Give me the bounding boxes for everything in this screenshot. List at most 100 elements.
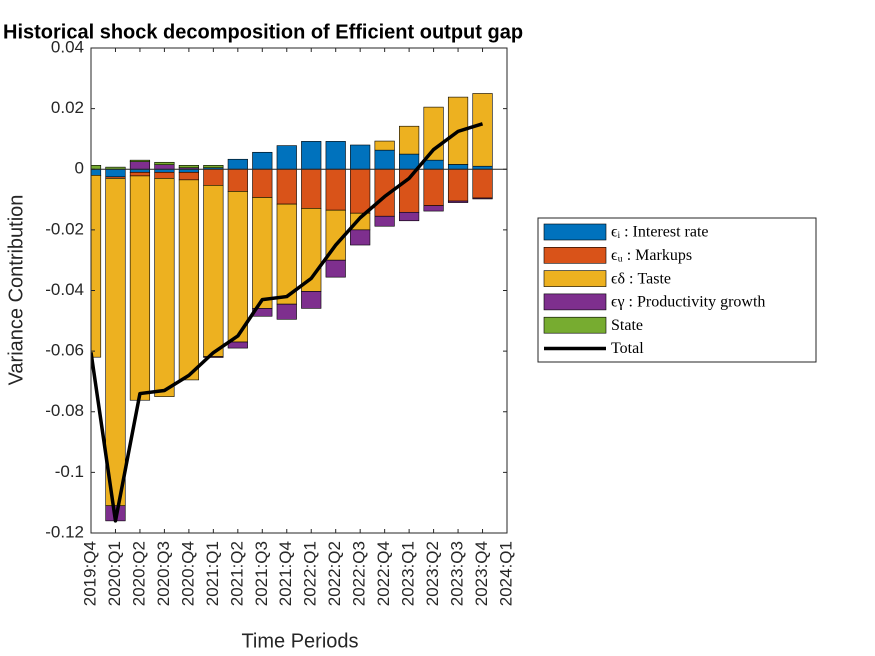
plot-layer <box>91 93 507 523</box>
bar-segment <box>276 203 297 305</box>
legend-label: State <box>611 317 643 334</box>
legend-label: Total <box>611 340 644 357</box>
bar-segment <box>203 168 224 186</box>
legend-swatch <box>543 270 607 287</box>
legend-swatch <box>543 293 607 311</box>
bar-segment <box>203 165 224 169</box>
legend-swatch <box>543 316 607 334</box>
bar-segment <box>154 161 175 166</box>
bar-segment <box>447 200 469 203</box>
x-tick-label: 2023:Q4 <box>472 541 491 606</box>
bar-segment <box>399 153 420 170</box>
bar-segment <box>178 179 199 381</box>
y-tick-label: 0 <box>75 159 84 178</box>
y-axis-label: Variance Contribution <box>5 195 27 386</box>
bar-segment <box>276 168 297 205</box>
x-tick-label: 2023:Q2 <box>423 541 442 606</box>
x-tick-label: 2021:Q3 <box>252 541 271 606</box>
bar-segment <box>399 211 420 222</box>
bar-segment <box>91 168 102 176</box>
bar-segment <box>203 185 224 357</box>
axes-layer: -0.12 -0.1 -0.08 -0.06 -0.04 -0.02 0 0.02 0.04 20… <box>45 37 765 606</box>
bar-segment <box>105 168 126 178</box>
bar-segment <box>350 168 371 214</box>
plot-area <box>91 48 507 533</box>
bar-segment <box>350 229 371 246</box>
y-tick-label: 0.02 <box>51 98 84 117</box>
y-tick-label: -0.06 <box>45 341 84 360</box>
x-tick-label: 2024:Q1 <box>496 541 515 606</box>
bar-segment <box>129 171 151 177</box>
bar-segment <box>447 164 469 170</box>
bar-segment <box>374 149 395 170</box>
x-tick-label: 2020:Q3 <box>154 541 173 606</box>
bar-segment <box>301 291 322 309</box>
bar-segment <box>154 178 175 397</box>
bar-segment <box>227 341 248 349</box>
legend-swatch <box>543 247 607 264</box>
bar-segment <box>105 178 126 507</box>
x-axis-label: Time Periods <box>241 630 358 652</box>
bar-segment <box>154 164 175 170</box>
bar-segment <box>374 140 395 151</box>
legend-label: ϵδ : Taste <box>611 270 671 287</box>
x-tick-label: 2020:Q1 <box>105 541 124 606</box>
bar-segment <box>423 159 444 170</box>
bar-segment <box>423 205 444 212</box>
y-tick-label: -0.1 <box>55 462 84 481</box>
legend-label: ϵγ : Productivity growth <box>611 294 765 311</box>
legend-box <box>537 217 817 363</box>
bar-segment <box>472 168 493 199</box>
bar-segment <box>301 168 322 209</box>
bar-segment <box>227 158 248 170</box>
bar-segment <box>472 197 493 200</box>
x-tick-label: 2023:Q1 <box>399 541 418 606</box>
bar-segment <box>325 168 346 211</box>
bar-segment <box>374 215 395 227</box>
bar-segment <box>178 171 199 181</box>
bar-segment <box>447 168 469 202</box>
bar-segment <box>227 168 248 192</box>
chart-title: Historical shock decomposition of Effici… <box>3 21 523 43</box>
bar-segment <box>91 165 102 170</box>
bar-segment <box>276 303 297 320</box>
bar-segment <box>276 145 297 170</box>
y-tick-label: -0.08 <box>45 401 84 420</box>
bar-segment <box>178 165 199 169</box>
legend-label: ϵᵢ : Interest rate <box>611 224 709 241</box>
bar-segment <box>252 197 273 309</box>
bar-segment <box>472 93 493 167</box>
bar-segment <box>325 259 346 278</box>
x-tick-label: 2021:Q2 <box>227 541 246 606</box>
x-tick-label: 2020:Q4 <box>178 541 197 606</box>
bar-segment <box>203 356 224 358</box>
bar-segment <box>252 151 273 170</box>
legend-label: ϵᵤ : Markups <box>611 247 692 264</box>
x-tick-label: 2020:Q2 <box>129 541 148 606</box>
bar-segment <box>325 141 346 170</box>
x-tick-label: 2022:Q1 <box>301 541 320 606</box>
total-line <box>91 122 484 523</box>
x-tick-label: 2021:Q1 <box>203 541 222 606</box>
bar-segment <box>227 191 248 343</box>
bar-segment <box>129 159 151 162</box>
bar-segment <box>129 161 151 170</box>
x-tick-label: 2021:Q4 <box>276 541 295 606</box>
x-tick-label: 2019:Q4 <box>80 541 99 606</box>
x-tick-label: 2023:Q3 <box>448 541 467 606</box>
bar-segment <box>399 125 420 155</box>
bar-segment <box>154 171 175 179</box>
bar-segment <box>91 175 102 358</box>
bar-segment <box>252 168 273 198</box>
y-tick-label: -0.12 <box>45 522 84 541</box>
bar-segment <box>129 175 151 401</box>
bar-segment <box>350 144 371 170</box>
legend-swatch <box>543 223 607 241</box>
y-tick-label: -0.02 <box>45 219 84 238</box>
bar-segment <box>301 141 322 170</box>
x-tick-label: 2022:Q2 <box>325 541 344 606</box>
y-tick-label: -0.04 <box>45 280 84 299</box>
x-tick-label: 2022:Q4 <box>374 541 393 606</box>
bar-segment <box>423 168 444 206</box>
y-tick-label: 0.04 <box>51 37 84 56</box>
